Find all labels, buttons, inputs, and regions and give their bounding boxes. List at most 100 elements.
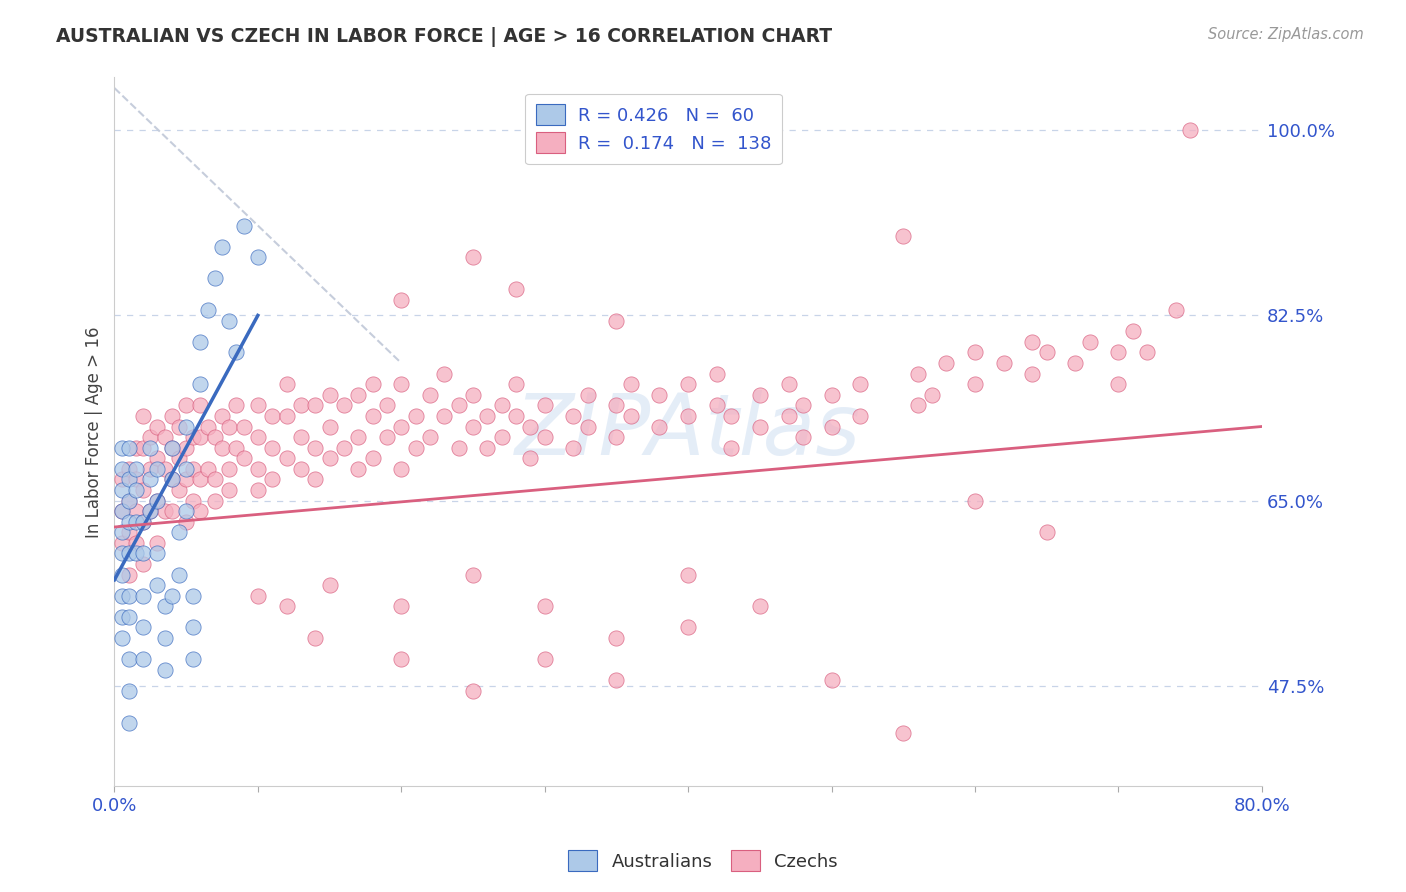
Point bbox=[132, 589, 155, 603]
Text: ZIPAtlas: ZIPAtlas bbox=[515, 391, 862, 474]
Point bbox=[153, 462, 176, 476]
Point bbox=[132, 515, 155, 529]
Point bbox=[389, 652, 412, 666]
Point bbox=[907, 398, 929, 412]
Point bbox=[1035, 345, 1057, 359]
Point bbox=[146, 493, 169, 508]
Point bbox=[820, 388, 842, 402]
Point bbox=[246, 430, 269, 444]
Point bbox=[132, 409, 155, 423]
Point bbox=[197, 303, 219, 318]
Point bbox=[225, 441, 247, 455]
Point bbox=[748, 419, 770, 434]
Point bbox=[174, 419, 197, 434]
Point bbox=[491, 430, 513, 444]
Point bbox=[211, 409, 233, 423]
Point bbox=[132, 620, 155, 634]
Point bbox=[190, 377, 212, 392]
Point bbox=[181, 462, 204, 476]
Point bbox=[405, 441, 427, 455]
Point bbox=[146, 451, 169, 466]
Point bbox=[605, 314, 627, 328]
Point bbox=[146, 419, 169, 434]
Point bbox=[197, 462, 219, 476]
Point bbox=[232, 419, 254, 434]
Point bbox=[218, 462, 240, 476]
Point bbox=[246, 589, 269, 603]
Point bbox=[118, 493, 141, 508]
Point bbox=[160, 472, 183, 486]
Point bbox=[706, 398, 728, 412]
Point bbox=[160, 504, 183, 518]
Point bbox=[620, 409, 643, 423]
Point bbox=[139, 462, 162, 476]
Point bbox=[605, 430, 627, 444]
Point bbox=[389, 293, 412, 307]
Point bbox=[447, 398, 470, 412]
Point bbox=[211, 240, 233, 254]
Point bbox=[778, 377, 800, 392]
Point bbox=[477, 409, 499, 423]
Point bbox=[676, 567, 699, 582]
Point bbox=[792, 398, 814, 412]
Point bbox=[605, 631, 627, 645]
Point bbox=[174, 515, 197, 529]
Point bbox=[160, 441, 183, 455]
Point bbox=[963, 345, 986, 359]
Point bbox=[477, 441, 499, 455]
Point bbox=[118, 546, 141, 560]
Point bbox=[139, 504, 162, 518]
Point bbox=[153, 631, 176, 645]
Point bbox=[491, 398, 513, 412]
Point bbox=[139, 430, 162, 444]
Text: Source: ZipAtlas.com: Source: ZipAtlas.com bbox=[1208, 27, 1364, 42]
Point bbox=[110, 525, 132, 540]
Point bbox=[1107, 345, 1129, 359]
Point bbox=[519, 451, 541, 466]
Point bbox=[676, 620, 699, 634]
Point bbox=[361, 409, 384, 423]
Point bbox=[276, 599, 298, 614]
Point bbox=[276, 451, 298, 466]
Point bbox=[361, 451, 384, 466]
Point bbox=[375, 398, 398, 412]
Point bbox=[181, 652, 204, 666]
Point bbox=[461, 250, 484, 264]
Point bbox=[262, 472, 284, 486]
Point bbox=[720, 409, 742, 423]
Point bbox=[218, 483, 240, 497]
Point bbox=[361, 377, 384, 392]
Point bbox=[110, 567, 132, 582]
Point bbox=[1107, 377, 1129, 392]
Point bbox=[1164, 303, 1187, 318]
Point bbox=[211, 441, 233, 455]
Point bbox=[225, 398, 247, 412]
Point bbox=[160, 409, 183, 423]
Point bbox=[118, 515, 141, 529]
Point bbox=[706, 367, 728, 381]
Point bbox=[333, 441, 356, 455]
Point bbox=[389, 599, 412, 614]
Point bbox=[748, 599, 770, 614]
Point bbox=[197, 419, 219, 434]
Point bbox=[174, 398, 197, 412]
Point bbox=[153, 663, 176, 677]
Point bbox=[1064, 356, 1087, 370]
Point bbox=[190, 504, 212, 518]
Point bbox=[576, 388, 599, 402]
Point bbox=[562, 441, 585, 455]
Point bbox=[225, 345, 247, 359]
Text: AUSTRALIAN VS CZECH IN LABOR FORCE | AGE > 16 CORRELATION CHART: AUSTRALIAN VS CZECH IN LABOR FORCE | AGE… bbox=[56, 27, 832, 46]
Point bbox=[110, 589, 132, 603]
Point bbox=[204, 271, 226, 285]
Point bbox=[167, 483, 190, 497]
Point bbox=[891, 726, 914, 740]
Point bbox=[347, 388, 370, 402]
Point bbox=[110, 536, 132, 550]
Point bbox=[118, 652, 141, 666]
Point bbox=[167, 567, 190, 582]
Point bbox=[1180, 123, 1202, 137]
Point bbox=[204, 430, 226, 444]
Point bbox=[576, 419, 599, 434]
Point bbox=[110, 483, 132, 497]
